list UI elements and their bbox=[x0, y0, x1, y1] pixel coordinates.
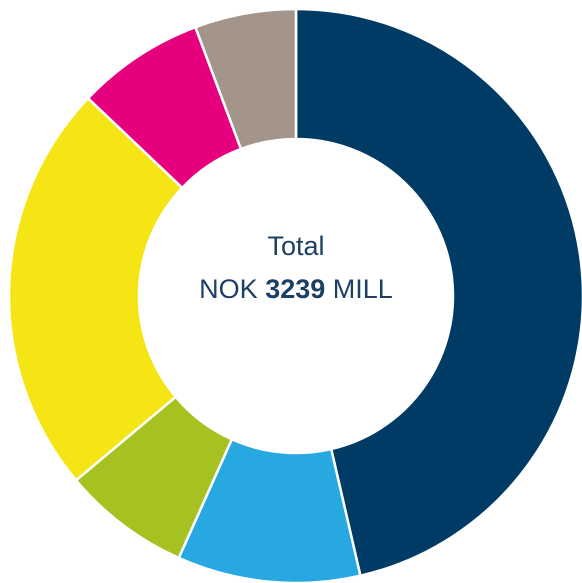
donut-segment bbox=[193, 7, 298, 151]
donut-segment bbox=[294, 7, 582, 578]
center-suffix: MILL bbox=[333, 274, 393, 304]
center-title: Total bbox=[267, 231, 324, 261]
center-prefix: NOK bbox=[199, 274, 258, 304]
center-amount: 3239 bbox=[265, 274, 325, 304]
center-total: NOK 3239 MILL bbox=[199, 274, 393, 304]
donut-segment bbox=[7, 96, 184, 483]
